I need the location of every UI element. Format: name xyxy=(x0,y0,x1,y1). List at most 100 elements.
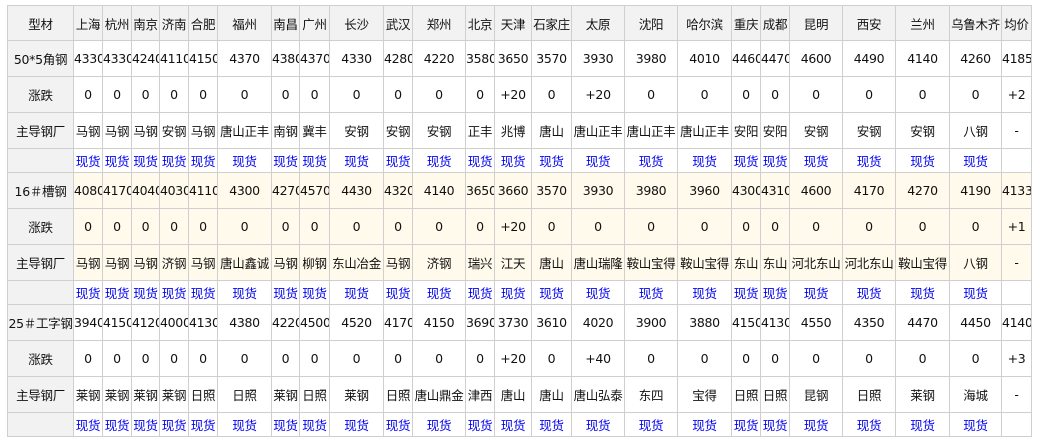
spot-link[interactable]: 现货 xyxy=(500,418,526,433)
spot-link[interactable]: 现货 xyxy=(190,286,216,301)
spot-link[interactable]: 现货 xyxy=(161,154,187,169)
price-cell: 4120 xyxy=(131,304,160,341)
link-cell: 现货 xyxy=(465,412,495,437)
spot-link[interactable]: 现货 xyxy=(273,286,298,301)
spot-link[interactable]: 现货 xyxy=(344,418,369,433)
spot-link[interactable]: 现货 xyxy=(638,154,664,169)
mill-cell: 海城 xyxy=(949,376,1002,413)
spot-link[interactable]: 现货 xyxy=(104,154,130,169)
city-header: 重庆 xyxy=(731,5,761,41)
mill-cell: 唐山正丰 xyxy=(624,112,678,149)
spot-link[interactable]: 现货 xyxy=(539,154,564,169)
spot-link[interactable]: 现货 xyxy=(910,418,935,433)
spot-link[interactable]: 现货 xyxy=(75,286,101,301)
spot-link[interactable]: 现货 xyxy=(910,286,935,301)
spot-link[interactable]: 现货 xyxy=(302,286,327,301)
spot-link[interactable]: 现货 xyxy=(963,418,988,433)
spot-link[interactable]: 现货 xyxy=(638,286,664,301)
spot-link[interactable]: 现货 xyxy=(963,154,988,169)
spot-link[interactable]: 现货 xyxy=(75,418,101,433)
mill-cell: 马钢 xyxy=(102,244,132,281)
spot-link[interactable]: 现货 xyxy=(302,418,327,433)
change-label: 涨跌 xyxy=(7,340,74,377)
spot-link[interactable]: 现货 xyxy=(963,286,988,301)
spot-link[interactable]: 现货 xyxy=(500,154,526,169)
change-cell: 0 xyxy=(217,76,272,113)
spot-link[interactable]: 现货 xyxy=(585,286,611,301)
change-cell: 0 xyxy=(329,76,384,113)
spot-link[interactable]: 现货 xyxy=(856,418,882,433)
spot-link[interactable]: 现货 xyxy=(539,286,564,301)
spot-link[interactable]: 现货 xyxy=(133,286,158,301)
spot-link[interactable]: 现货 xyxy=(426,154,452,169)
price-cell: 4320 xyxy=(383,172,413,209)
spot-link[interactable]: 现货 xyxy=(762,154,788,169)
spot-link[interactable]: 现货 xyxy=(733,418,759,433)
spot-link[interactable]: 现货 xyxy=(385,154,411,169)
spot-link[interactable]: 现货 xyxy=(302,154,327,169)
spot-link[interactable]: 现货 xyxy=(385,286,411,301)
spot-link[interactable]: 现货 xyxy=(273,418,298,433)
spot-link[interactable]: 现货 xyxy=(585,154,611,169)
spot-link[interactable]: 现货 xyxy=(803,418,829,433)
spot-link[interactable]: 现货 xyxy=(585,418,611,433)
link-cell: 现货 xyxy=(329,148,384,173)
city-header: 郑州 xyxy=(412,5,466,41)
change-row: 涨跌 0 0 0 0 0 0 0 0 0 0 0 0 +20 0 +20 0 0 0 0 0 0 0 0 +2 xyxy=(7,76,1032,113)
link-cell: 现货 xyxy=(412,280,466,305)
mill-cell: 安阳 xyxy=(760,112,790,149)
spot-link[interactable]: 现货 xyxy=(467,286,493,301)
spot-link[interactable]: 现货 xyxy=(104,286,130,301)
spot-link[interactable]: 现货 xyxy=(856,154,882,169)
spot-link[interactable]: 现货 xyxy=(500,286,526,301)
spot-link[interactable]: 现货 xyxy=(803,286,829,301)
change-cell: 0 xyxy=(465,208,495,245)
spot-link[interactable]: 现货 xyxy=(104,418,130,433)
spot-link[interactable]: 现货 xyxy=(133,154,158,169)
spot-link[interactable]: 现货 xyxy=(133,418,158,433)
mill-cell: 济钢 xyxy=(159,244,189,281)
spot-link[interactable]: 现货 xyxy=(692,286,717,301)
link-cell: 现货 xyxy=(949,148,1002,173)
mill-cell: 马钢 xyxy=(188,112,218,149)
avg-price-cell: 4133 xyxy=(1001,172,1032,209)
spot-link[interactable]: 现货 xyxy=(539,418,564,433)
link-cell: 现货 xyxy=(494,280,532,305)
spot-link[interactable]: 现货 xyxy=(273,154,298,169)
spot-link[interactable]: 现货 xyxy=(75,154,101,169)
spot-link[interactable]: 现货 xyxy=(638,418,664,433)
spot-link[interactable]: 现货 xyxy=(190,418,216,433)
spot-link[interactable]: 现货 xyxy=(232,286,257,301)
spot-link[interactable]: 现货 xyxy=(161,418,187,433)
spot-link[interactable]: 现货 xyxy=(190,154,216,169)
spot-link[interactable]: 现货 xyxy=(426,286,452,301)
change-cell: 0 xyxy=(760,76,790,113)
spot-link[interactable]: 现货 xyxy=(161,286,187,301)
spot-link[interactable]: 现货 xyxy=(426,418,452,433)
spot-link[interactable]: 现货 xyxy=(692,154,717,169)
price-cell: 4380 xyxy=(271,40,300,77)
link-cell: 现货 xyxy=(159,280,189,305)
spot-link[interactable]: 现货 xyxy=(385,418,411,433)
spot-link[interactable]: 现货 xyxy=(467,154,493,169)
spot-link[interactable]: 现货 xyxy=(344,286,369,301)
spot-link[interactable]: 现货 xyxy=(467,418,493,433)
spot-link[interactable]: 现货 xyxy=(733,286,759,301)
spot-link[interactable]: 现货 xyxy=(762,286,788,301)
spot-link[interactable]: 现货 xyxy=(344,154,369,169)
spot-link[interactable]: 现货 xyxy=(803,154,829,169)
spot-link[interactable]: 现货 xyxy=(232,418,257,433)
mill-cell: 鞍山宝得 xyxy=(677,244,732,281)
spot-link[interactable]: 现货 xyxy=(733,154,759,169)
spot-link[interactable]: 现货 xyxy=(692,418,717,433)
spot-link[interactable]: 现货 xyxy=(232,154,257,169)
change-cell: 0 xyxy=(842,340,896,377)
spot-link[interactable]: 现货 xyxy=(856,286,882,301)
link-cell: 现货 xyxy=(731,280,761,305)
link-cell: 现货 xyxy=(217,412,272,437)
change-cell: 0 xyxy=(412,208,466,245)
spot-link[interactable]: 现货 xyxy=(762,418,788,433)
city-header: 杭州 xyxy=(102,5,132,41)
spot-link[interactable]: 现货 xyxy=(910,154,935,169)
price-cell: 4150 xyxy=(102,304,132,341)
